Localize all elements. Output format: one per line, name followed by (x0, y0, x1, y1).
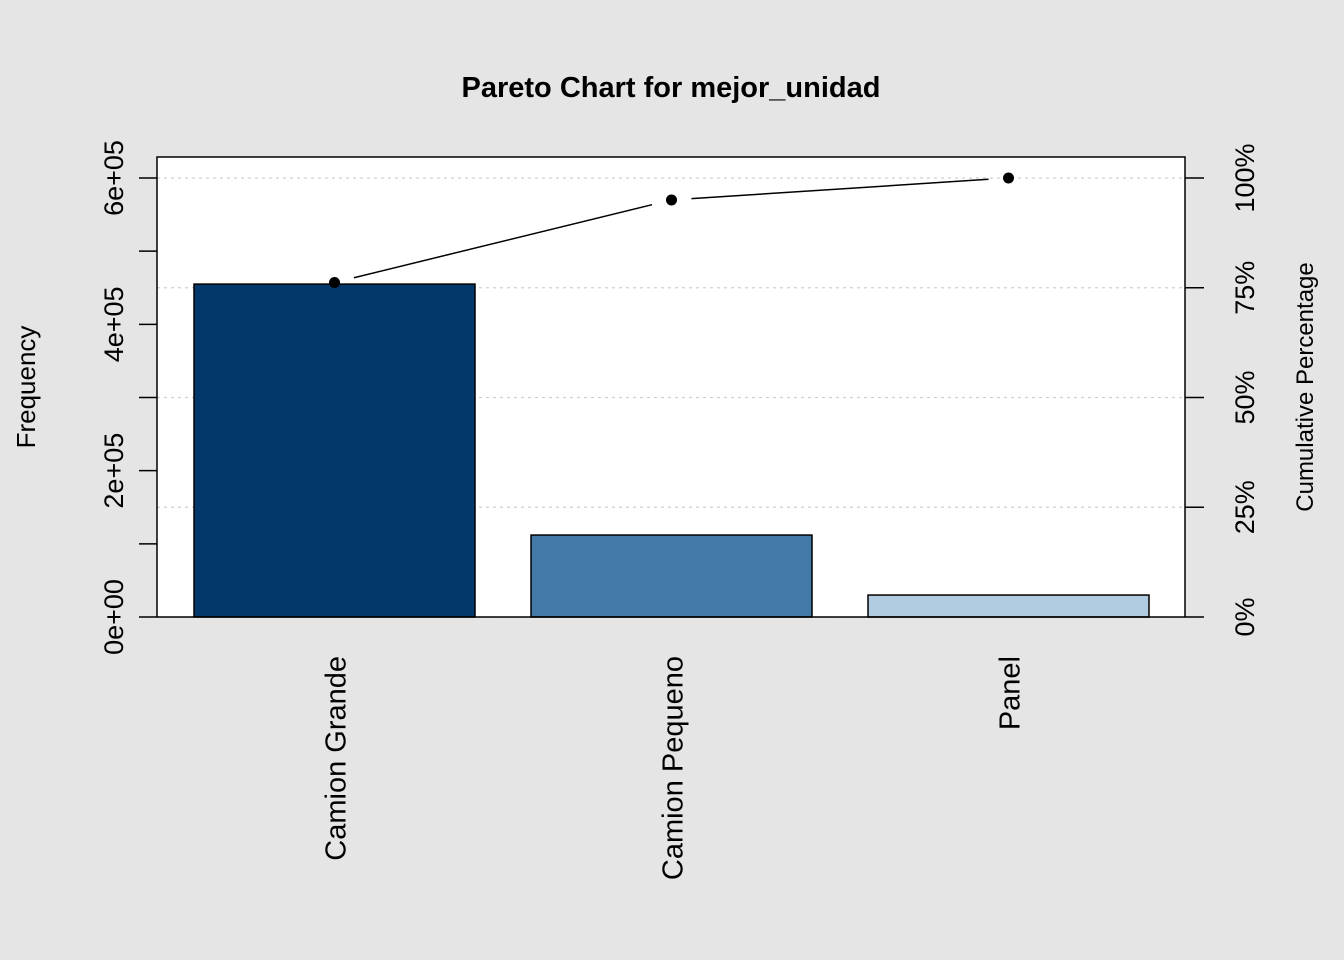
plot-border (156, 156, 1186, 618)
y-axis-title: Frequency (11, 326, 41, 449)
x-category-label-0: Camion Grande (321, 656, 353, 861)
y-tick-label-2: 4e+05 (99, 286, 129, 362)
cumulative-segment-1 (691, 178, 989, 200)
cumulative-point-0 (329, 276, 340, 288)
y2-tick-label-4: 100% (1230, 143, 1260, 212)
y2-tick-label-0: 0% (1230, 597, 1260, 636)
y2-tick-label-1: 25% (1230, 480, 1260, 534)
bar-1 (530, 534, 813, 618)
cumulative-line (329, 172, 1014, 288)
cumulative-point-2 (1003, 172, 1014, 184)
y-tick-label-0: 0e+00 (99, 579, 129, 655)
x-axis-labels: Camion Grande Camion Pequeno Panel (321, 656, 1027, 880)
y-axis-left: 0e+00 2e+05 4e+05 6e+05 (99, 140, 157, 655)
y2-axis-title: Cumulative Percentage (1292, 262, 1319, 511)
y2-tick-label-2: 50% (1230, 370, 1260, 424)
cumulative-point-1 (666, 194, 677, 206)
bar-0 (193, 283, 476, 618)
y2-tick-label-3: 75% (1230, 261, 1260, 315)
x-category-label-1: Camion Pequeno (658, 656, 690, 880)
chart-title: Pareto Chart for mejor_unidad (462, 72, 881, 104)
y-axis-right: 0% 25% 50% 75% 100% (1185, 143, 1260, 637)
cumulative-segment-0 (353, 203, 653, 279)
y-tick-label-3: 6e+05 (99, 140, 129, 216)
bar-2 (867, 594, 1150, 618)
x-category-label-2: Panel (995, 656, 1027, 730)
y-tick-label-1: 2e+05 (99, 433, 129, 509)
bars (193, 283, 1150, 618)
